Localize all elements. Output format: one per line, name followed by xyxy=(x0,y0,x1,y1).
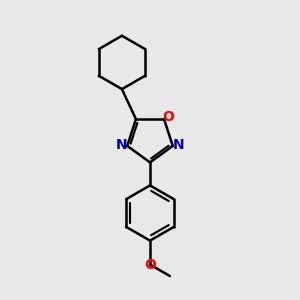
Text: N: N xyxy=(173,138,184,152)
Text: N: N xyxy=(116,138,127,152)
Text: O: O xyxy=(163,110,175,124)
Text: O: O xyxy=(144,258,156,272)
